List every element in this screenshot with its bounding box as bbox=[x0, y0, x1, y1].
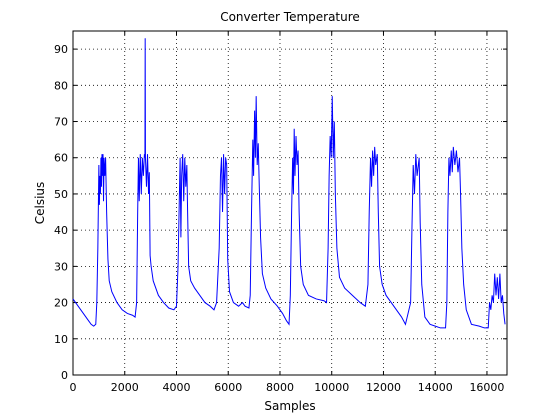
x-tick-label: 6000 bbox=[214, 381, 242, 394]
x-tick-label: 14000 bbox=[418, 381, 453, 394]
x-tick-label: 2000 bbox=[111, 381, 139, 394]
x-tick-label: 0 bbox=[70, 381, 77, 394]
x-axis-label: Samples bbox=[264, 399, 315, 413]
y-tick-label: 0 bbox=[61, 369, 68, 382]
chart-title: Converter Temperature bbox=[220, 10, 360, 24]
x-tick-label: 8000 bbox=[266, 381, 294, 394]
x-tick-label: 12000 bbox=[366, 381, 401, 394]
y-tick-label: 60 bbox=[54, 152, 68, 165]
x-tick-label: 4000 bbox=[162, 381, 190, 394]
y-tick-label: 70 bbox=[54, 116, 68, 129]
x-tick-label: 10000 bbox=[314, 381, 349, 394]
data-line bbox=[72, 38, 506, 329]
y-tick-label: 30 bbox=[54, 260, 68, 273]
y-tick-label: 50 bbox=[54, 188, 68, 201]
y-axis-label: Celsius bbox=[33, 182, 47, 225]
y-tick-label: 10 bbox=[54, 333, 68, 346]
y-tick-label: 40 bbox=[54, 224, 68, 237]
plot-frame bbox=[72, 30, 508, 376]
y-tick-label: 80 bbox=[54, 79, 68, 92]
y-tick-label: 90 bbox=[54, 43, 68, 56]
x-tick-label: 16000 bbox=[469, 381, 504, 394]
y-tick-label: 20 bbox=[54, 297, 68, 310]
